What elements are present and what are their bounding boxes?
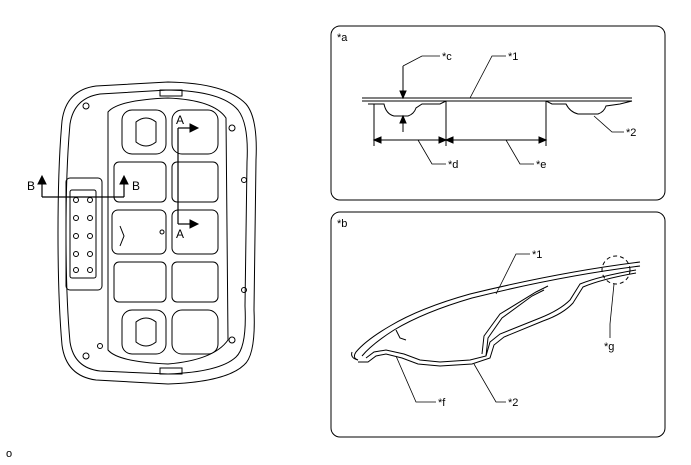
inner-panel-b: [365, 269, 637, 363]
dimension-e: [444, 136, 548, 144]
section-a-marker: [177, 123, 200, 229]
callout-c: *c: [442, 51, 452, 63]
section-b-label-left: B: [27, 179, 35, 193]
cavity-r4-right: [171, 261, 219, 303]
callout-1-a: *1: [508, 51, 518, 63]
figure-code: o: [6, 448, 13, 460]
detail-b-panel: [330, 211, 666, 438]
callout-d: *d: [448, 159, 458, 171]
section-b-label-right: B: [132, 179, 140, 193]
hood-inner-outline: [65, 89, 248, 375]
cavity-r1-left: [121, 109, 167, 155]
detail-b-panel-label: *b: [337, 218, 347, 230]
detail-a-panel-label: *a: [337, 32, 348, 44]
detail-b-section-drawing: [351, 261, 641, 367]
leader-1b: [495, 253, 530, 295]
callout-f: *f: [438, 397, 446, 409]
leader-f: [395, 355, 436, 403]
cavity-r1-right: [171, 109, 219, 155]
leader-d: [417, 139, 446, 165]
hinge-plate: [69, 189, 97, 279]
callout-1-b: *1: [532, 249, 542, 261]
callout-e: *e: [536, 159, 546, 171]
section-a-arrow-top: [189, 123, 200, 133]
hinge-holes: [73, 197, 93, 273]
hood-drawing: [57, 81, 257, 385]
cavity-r3-left: [111, 209, 167, 255]
section-b-arrow-left: [37, 174, 47, 185]
section-a-label-top: A: [176, 113, 184, 127]
inner-panel-right: [545, 100, 633, 115]
leader-g: [609, 283, 615, 338]
outer-skin-b: [353, 261, 641, 361]
callout-2-b: *2: [508, 397, 518, 409]
section-b-arrow-right: [119, 174, 129, 185]
callout-g: *g: [604, 341, 614, 353]
leader-2a: [593, 115, 624, 133]
hinge-strip: [65, 177, 103, 291]
hood-outer-outline: [57, 81, 257, 385]
leader-2b: [473, 363, 506, 403]
detail-a-panel: [330, 25, 666, 201]
callout-2-a: *2: [626, 127, 636, 139]
leader-c: [402, 55, 440, 67]
section-a-label-bottom: A: [176, 227, 184, 241]
cavity-r2-left: [113, 161, 167, 203]
cavity-r3-right: [171, 209, 219, 255]
cavity-r5-right: [171, 309, 219, 355]
leader-e: [505, 139, 534, 165]
leader-1a: [469, 55, 506, 99]
cavity-r2-right: [171, 161, 219, 203]
inner-panel-left: [368, 100, 447, 117]
dimension-d: [372, 136, 448, 144]
cavity-r5-left: [121, 309, 167, 355]
detail-a-section-drawing: [362, 97, 633, 146]
dimension-c: [399, 66, 407, 132]
detail-g-circle: [601, 255, 631, 285]
section-a-arrow-bottom: [189, 219, 200, 229]
section-b-marker: [37, 174, 129, 198]
cavity-r4-left: [113, 261, 167, 303]
inner-frame: [107, 97, 229, 365]
